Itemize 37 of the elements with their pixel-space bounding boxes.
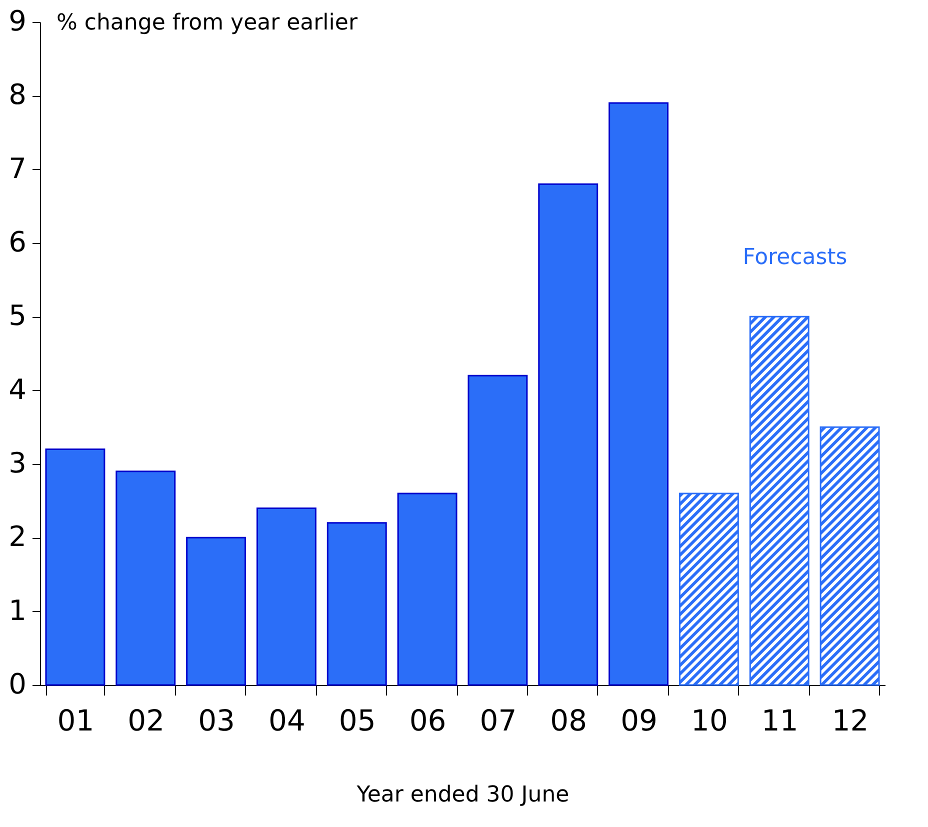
bar <box>538 183 598 686</box>
x-axis-title: Year ended 30 June <box>356 782 570 808</box>
y-tick-label: 4 <box>8 372 26 406</box>
bar <box>749 316 810 686</box>
x-tick-label: 09 <box>620 704 658 738</box>
y-tick-label: 2 <box>8 520 26 554</box>
y-tick-label: 0 <box>8 668 26 700</box>
x-tick-label: 05 <box>338 704 376 738</box>
bar <box>608 102 669 686</box>
y-axis-title: % change from year earlier <box>56 10 358 36</box>
x-tick-label: 08 <box>550 704 588 738</box>
y-tick-label: 5 <box>8 299 26 332</box>
x-tick-label: 10 <box>691 704 728 738</box>
y-tick-label: 8 <box>8 78 26 112</box>
x-tick-label: 06 <box>409 704 446 738</box>
bar <box>468 374 528 686</box>
y-tick-label: 1 <box>8 594 26 627</box>
annotation: Forecasts <box>742 245 848 270</box>
x-tick-label: 02 <box>128 704 165 738</box>
x-tick-label: 07 <box>480 704 517 738</box>
bar <box>45 448 106 686</box>
x-tick-label: 04 <box>268 704 306 738</box>
y-tick-label: 3 <box>8 446 26 480</box>
bar <box>256 507 316 686</box>
y-tick-label: 7 <box>8 152 26 185</box>
bar <box>186 536 246 686</box>
x-tick-label: 11 <box>761 704 798 738</box>
x-tick-label: 01 <box>57 704 94 738</box>
bar <box>326 522 387 686</box>
bar <box>116 470 176 686</box>
x-tick-label: 12 <box>832 704 869 738</box>
bar <box>397 492 458 686</box>
x-tick-label: 03 <box>198 704 235 738</box>
y-tick-label: 9 <box>8 4 26 38</box>
bar <box>678 492 739 686</box>
y-tick-label: 6 <box>8 226 26 258</box>
bar <box>820 426 880 686</box>
